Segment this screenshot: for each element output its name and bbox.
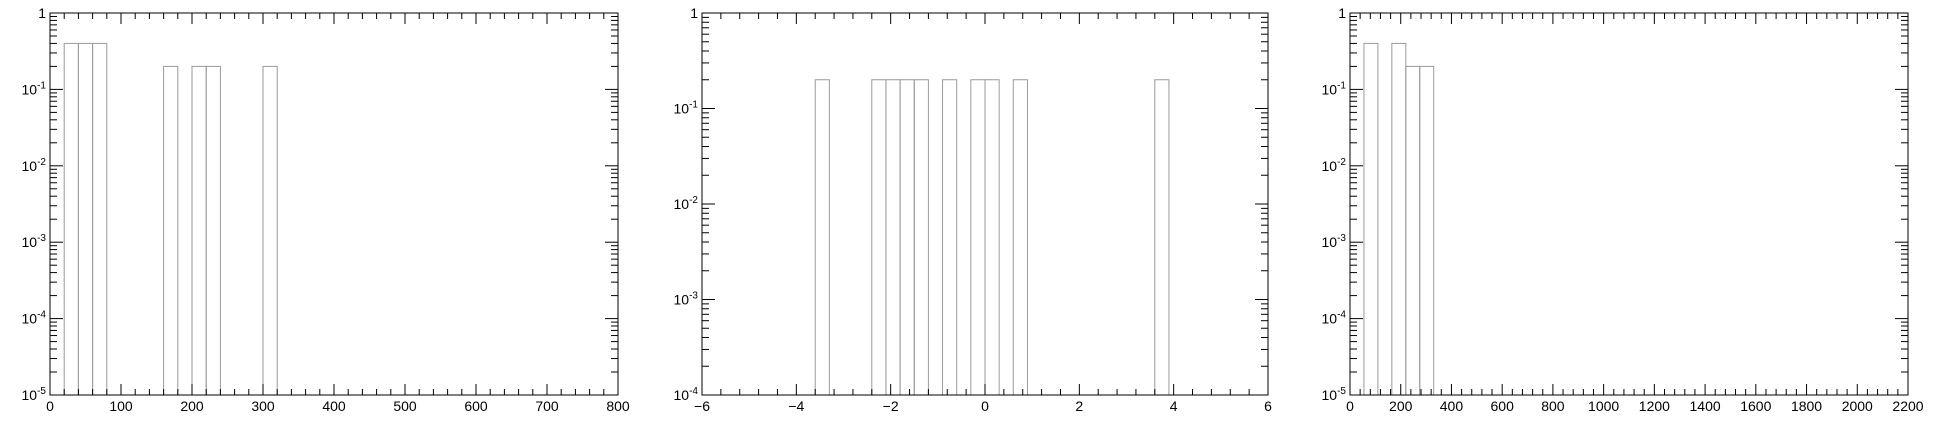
panel-3-bins — [1363, 42, 1435, 396]
panel-1-xtick-label: 400 — [322, 398, 346, 414]
panel-1-bin-5 — [191, 65, 207, 396]
panel-1-ytick-label: 10-2 — [22, 157, 47, 174]
panel-1-xtick-label: 200 — [180, 398, 204, 414]
panel-2-ytick-label: 10-1 — [674, 100, 699, 117]
panel-3-xtick-label: 2000 — [1842, 398, 1873, 414]
panel-3-xtick-label: 0 — [1346, 398, 1354, 414]
panel-3-xtick-label: 1800 — [1791, 398, 1822, 414]
panel-2-ytick-label: 10-4 — [674, 386, 699, 403]
panel-1-xtick-label: 300 — [251, 398, 275, 414]
panel-3-ytick-label: 10-5 — [1322, 386, 1347, 403]
panel-3-xtick-label: 1600 — [1740, 398, 1771, 414]
panel-3-xtick-label: 400 — [1440, 398, 1464, 414]
panel-2-bins — [814, 79, 1170, 396]
panel-3: 0 200 400 600 800 1000 1200 1400 1600 1800 2000 220… — [1322, 5, 1924, 414]
panel-2-bin-4 — [899, 79, 915, 396]
panel-1-bin-3 — [92, 42, 108, 396]
panel-3-xtick-label: 1000 — [1588, 398, 1619, 414]
panel-1-ytick-label: 10-3 — [22, 233, 47, 250]
panel-3-xtick-label: 2200 — [1892, 398, 1923, 414]
panel-1-bin-6 — [205, 65, 221, 396]
panel-3-xtick-label: 1200 — [1639, 398, 1670, 414]
panel-1-xtick-label: 500 — [393, 398, 417, 414]
panel-3-ytick-label: 1 — [1338, 5, 1346, 21]
panel-1-bin-7 — [262, 65, 278, 396]
panel-2-xtick-label: −6 — [694, 398, 710, 414]
panel-2-bin-7 — [970, 79, 986, 396]
panel-2-xtick-label: 0 — [981, 398, 989, 414]
panel-3-xtick-label: 600 — [1491, 398, 1515, 414]
panel-1-xtick-label: 100 — [109, 398, 133, 414]
panel-3-ytick-label: 10-1 — [1322, 80, 1347, 97]
panel-1-ytick-label: 10-1 — [22, 80, 47, 97]
panel-2-bin-3 — [885, 79, 901, 396]
panel-3-ytick-label: 10-4 — [1322, 310, 1347, 327]
panel-1-ytick-label: 1 — [38, 5, 46, 21]
panel-1-bins — [63, 42, 278, 396]
panel-3-bin-4 — [1419, 65, 1435, 396]
panel-2: −6 −4 −2 0 2 4 6 10-4 10-3 10-2 10-1 1 — [674, 5, 1273, 414]
panel-1-xtick-label: 0 — [46, 398, 54, 414]
panel-2-xtick-label: 4 — [1170, 398, 1178, 414]
panel-2-bin-10 — [1154, 79, 1170, 396]
panel-1-bin-4 — [163, 65, 179, 396]
panel-1-frame — [49, 12, 619, 396]
panel-2-bin-8 — [984, 79, 1000, 396]
panel-2-bin-2 — [871, 79, 887, 396]
panel-1-ytick-label: 10-4 — [22, 310, 47, 327]
panel-3-bin-2 — [1391, 42, 1407, 396]
panel-1-bin-1 — [63, 42, 79, 396]
panel-2-ytick-label: 1 — [690, 5, 698, 21]
panel-1-bin-2 — [77, 42, 94, 396]
panel-3-bin-1 — [1363, 42, 1379, 396]
panel-2-ytick-label: 10-2 — [674, 195, 699, 212]
panel-1: 0 100 200 300 400 500 600 700 800 10-5 10-4 10-3 10-… — [22, 5, 630, 414]
panel-3-bin-3 — [1405, 65, 1421, 396]
panel-1-xtick-label: 800 — [606, 398, 630, 414]
panel-2-bin-9 — [1012, 79, 1028, 396]
panel-3-xtick-label: 1400 — [1690, 398, 1721, 414]
panel-3-xtick-label: 200 — [1389, 398, 1413, 414]
panel-3-frame — [1349, 12, 1909, 396]
panel-2-bin-6 — [942, 79, 958, 396]
panel-2-xtick-label: −4 — [788, 398, 804, 414]
panel-1-xtick-label: 600 — [464, 398, 488, 414]
panel-1-ytick-label: 10-5 — [22, 386, 47, 403]
panel-1-xtick-label: 700 — [535, 398, 559, 414]
panel-2-bin-1 — [814, 79, 830, 396]
panel-2-xtick-label: 2 — [1075, 398, 1083, 414]
panel-2-ytick-label: 10-3 — [674, 291, 699, 308]
panel-2-bin-5 — [913, 79, 929, 396]
panel-2-xtick-label: −2 — [883, 398, 899, 414]
panel-2-xtick-label: 6 — [1264, 398, 1272, 414]
panel-3-ytick-label: 10-2 — [1322, 157, 1347, 174]
panel-3-ytick-label: 10-3 — [1322, 233, 1347, 250]
panel-3-xtick-label: 800 — [1541, 398, 1565, 414]
